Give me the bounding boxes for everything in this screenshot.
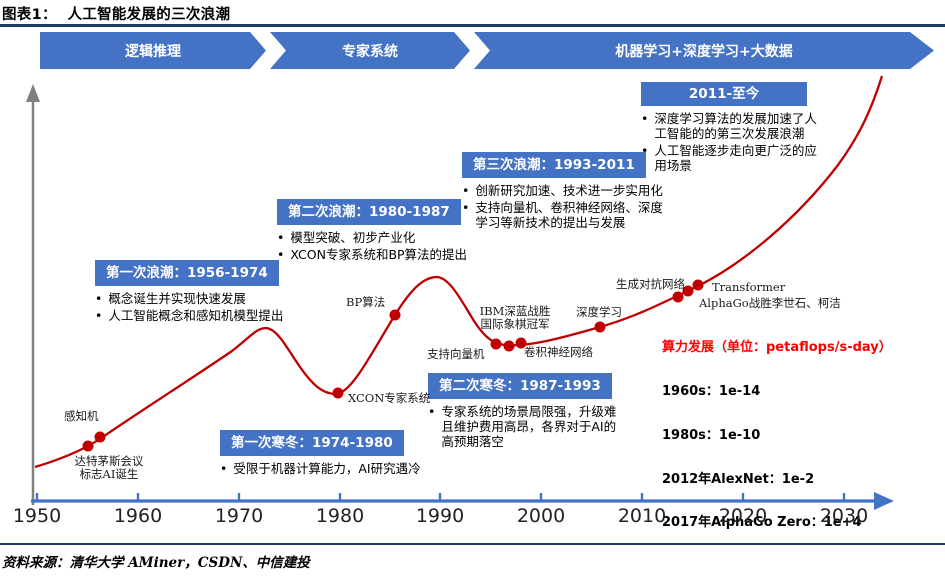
compute-stat-line: 1960s：1e-14 [662,383,761,399]
x-tick-label-2020: 2020 [718,505,768,527]
data-point-transformer [692,279,704,291]
footer-divider [0,543,945,545]
x-axis-arrow-icon [874,492,894,510]
milestone-points [82,279,704,452]
milestone-gan: 生成对抗网络 [616,277,685,291]
data-point-deep-learning [594,321,606,333]
bullet-item: 受限于机器计算能力，AI研究遇冷 [220,461,455,476]
x-tick-label-2000: 2000 [516,505,566,527]
first-wave-label: 第一次浪潮：1956-1974 [95,260,279,286]
second-winter-label: 第二次寒冬：1987-1993 [428,373,612,399]
first-winter-group: 第一次寒冬：1974-1980 受限于机器计算能力，AI研究遇冷 [220,430,455,478]
phase-segment-logic-reasoning: 逻辑推理 [40,32,266,69]
first-winter-bullets: 受限于机器计算能力，AI研究遇冷 [220,461,455,476]
data-point-deep-blue [503,340,515,352]
data-point-gan [672,291,684,303]
milestone-xcon: XCON专家系统 [348,391,431,405]
compute-stat-line: 2017年AlphaGo Zero：1e+4 [662,515,862,531]
milestone-bp: BP算法 [346,295,386,309]
stats-block: 算力发展（单位：petaflops/s-day） 1960s：1e-14 198… [662,312,892,576]
x-tick-label-2030: 2030 [819,505,869,527]
data-point-xcon [332,387,344,399]
title-divider [0,24,945,27]
stats-gap [662,560,892,572]
x-tick-label-1970: 1970 [214,505,264,527]
bullet-item: 专家系统的场景局限强，升级难且维护费用高昂，各界对于AI的高预期落空 [428,404,620,449]
second-wave-label: 第二次浪潮：1980-1987 [277,199,461,225]
x-tick-label-2010: 2010 [617,505,667,527]
bullet-item: XCON专家系统和BP算法的提出 [277,247,495,262]
second-wave-group: 第二次浪潮：1980-1987 模型突破、初步产业化 XCON专家系统和BP算法… [277,199,495,264]
current-era-group: 2011-至今 深度学习算法的发展加速了人工智能的的第三次发展浪潮 人工智能逐步… [641,82,827,175]
figure-title: 图表1： 人工智能发展的三次浪潮 [2,7,231,23]
data-point-svm [490,338,502,350]
third-wave-label: 第三次浪潮：1993-2011 [462,152,646,178]
milestone-svm: 支持向量机 [427,347,485,361]
bullet-item: 人工智能概念和感知机模型提出 [95,308,340,323]
current-era-label: 2011-至今 [641,82,807,106]
phase-label: 机器学习+深度学习+大数据 [615,43,793,60]
compute-stat-line: 1980s：1e-10 [662,427,761,443]
first-wave-group: 第一次浪潮：1956-1974 概念诞生并实现快速发展 人工智能概念和感知机模型… [95,260,340,325]
milestone-alphago: AlphaGo战胜李世石、柯洁 [699,296,841,310]
third-wave-bullets: 创新研究加速、技术进一步实用化 支持向量机、卷积神经网络、深度学习等新技术的提出… [462,183,674,230]
first-wave-bullets: 概念诞生并实现快速发展 人工智能概念和感知机模型提出 [95,291,340,323]
data-point-bp [389,309,401,321]
compute-stats-title: 算力发展（单位：petaflops/s-day） [662,340,892,356]
data-point-alphago [682,285,694,297]
milestone-transformer: Transformer [712,280,786,294]
data-point-cnn [515,337,527,349]
phase-label: 逻辑推理 [125,43,181,60]
y-axis-arrow-icon [26,84,40,102]
ai-wave-curve [34,75,884,469]
third-wave-group: 第三次浪潮：1993-2011 创新研究加速、技术进一步实用化 支持向量机、卷积… [462,152,674,232]
bullet-item: 人工智能逐步走向更广泛的应用场景 [641,143,827,173]
compute-stat-line: 2012年AlexNet：1e-2 [662,471,815,487]
first-winter-label: 第一次寒冬：1974-1980 [220,430,404,456]
milestone-cnn: 卷积神经网络 [524,345,593,359]
milestone-dartmouth: 达特茅斯会议 标志AI诞生 [74,454,144,481]
phase-segment-machine-learning: 机器学习+深度学习+大数据 [474,32,934,69]
x-axis-ticks [35,493,846,500]
phase-label: 专家系统 [342,43,398,60]
second-winter-group: 第二次寒冬：1987-1993 专家系统的场景局限强，升级难且维护费用高昂，各界… [428,373,620,451]
milestone-deep-learning: 深度学习 [576,305,622,319]
milestone-perceptron: 感知机 [64,409,99,423]
phase-segment-expert-systems: 专家系统 [270,32,470,69]
x-tick-label-1990: 1990 [415,505,465,527]
x-tick-label-1960: 1960 [113,505,163,527]
bullet-item: 支持向量机、卷积神经网络、深度学习等新技术的提出与发展 [462,200,674,230]
bullet-item: 深度学习算法的发展加速了人工智能的的第三次发展浪潮 [641,111,827,141]
current-era-bullets: 深度学习算法的发展加速了人工智能的的第三次发展浪潮 人工智能逐步走向更广泛的应用… [641,111,827,173]
source-note: 资料来源：清华大学 AMiner，CSDN、中信建投 [2,555,310,571]
bullet-item: 创新研究加速、技术进一步实用化 [462,183,674,198]
x-tick-label-1980: 1980 [315,505,365,527]
data-point-dartmouth [82,440,94,452]
bullet-item: 模型突破、初步产业化 [277,230,495,245]
second-winter-bullets: 专家系统的场景局限强，升级难且维护费用高昂，各界对于AI的高预期落空 [428,404,620,449]
bullet-item: 概念诞生并实现快速发展 [95,291,340,306]
data-point-perceptron [94,431,106,443]
milestone-deep-blue: IBM深蓝战胜 国际象棋冠军 [479,304,551,331]
phase-banner: 逻辑推理 专家系统 机器学习+深度学习+大数据 [40,32,934,69]
x-tick-label-1950: 1950 [12,505,62,527]
second-wave-bullets: 模型突破、初步产业化 XCON专家系统和BP算法的提出 [277,230,495,262]
